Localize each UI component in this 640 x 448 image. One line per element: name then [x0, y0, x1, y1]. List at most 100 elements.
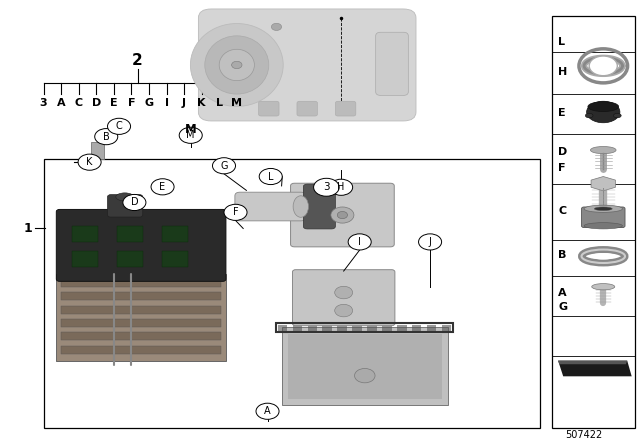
Circle shape: [355, 368, 375, 383]
Text: F: F: [233, 207, 238, 217]
Ellipse shape: [584, 223, 623, 229]
Ellipse shape: [595, 207, 612, 211]
Text: 3: 3: [40, 98, 47, 108]
FancyBboxPatch shape: [297, 101, 317, 116]
Text: C: C: [116, 121, 122, 131]
FancyBboxPatch shape: [198, 9, 416, 121]
Circle shape: [331, 207, 354, 223]
Bar: [61, 292, 221, 300]
Text: G: G: [220, 161, 228, 171]
Bar: [117, 226, 143, 242]
Circle shape: [589, 56, 618, 76]
Text: J: J: [182, 98, 186, 108]
Text: H: H: [337, 182, 345, 192]
Text: D: D: [558, 147, 567, 157]
Bar: [278, 325, 287, 332]
FancyBboxPatch shape: [335, 101, 356, 116]
Ellipse shape: [116, 193, 134, 201]
Ellipse shape: [191, 23, 284, 107]
Text: E: E: [558, 108, 566, 118]
FancyBboxPatch shape: [235, 192, 306, 221]
Circle shape: [123, 194, 146, 211]
Circle shape: [335, 286, 353, 299]
FancyBboxPatch shape: [108, 194, 143, 217]
Text: H: H: [558, 67, 567, 77]
Circle shape: [224, 204, 247, 220]
Bar: [117, 251, 143, 267]
Bar: [61, 319, 221, 327]
Bar: [162, 226, 188, 242]
Circle shape: [271, 23, 282, 30]
Text: A: A: [57, 98, 65, 108]
Text: F: F: [558, 163, 566, 173]
Bar: [44, 159, 540, 428]
Text: D: D: [131, 198, 138, 207]
Text: K: K: [197, 98, 206, 108]
Text: E: E: [159, 182, 166, 192]
Text: A: A: [558, 289, 566, 298]
Circle shape: [419, 234, 442, 250]
Ellipse shape: [586, 113, 593, 118]
Circle shape: [151, 179, 174, 195]
Text: 2: 2: [132, 53, 143, 68]
Bar: [72, 226, 98, 242]
Text: M: M: [185, 122, 196, 136]
Text: L: L: [268, 172, 273, 181]
Bar: [382, 325, 392, 332]
Bar: [397, 325, 406, 332]
Text: G: G: [558, 302, 567, 312]
Circle shape: [108, 118, 131, 134]
Bar: [352, 325, 362, 332]
FancyBboxPatch shape: [582, 207, 625, 228]
Bar: [337, 325, 347, 332]
Circle shape: [348, 234, 371, 250]
Text: I: I: [164, 98, 168, 108]
FancyBboxPatch shape: [291, 183, 394, 247]
Bar: [61, 332, 221, 340]
Bar: [276, 323, 453, 332]
FancyBboxPatch shape: [303, 184, 335, 229]
Ellipse shape: [591, 253, 616, 259]
Text: D: D: [92, 98, 101, 108]
Bar: [308, 325, 317, 332]
Ellipse shape: [614, 113, 621, 118]
Circle shape: [78, 154, 101, 170]
FancyBboxPatch shape: [292, 270, 395, 326]
Circle shape: [314, 178, 339, 196]
Ellipse shape: [584, 205, 623, 212]
Ellipse shape: [591, 146, 616, 154]
FancyBboxPatch shape: [376, 32, 408, 95]
Text: A: A: [264, 406, 271, 416]
Circle shape: [256, 403, 279, 419]
Circle shape: [179, 127, 202, 143]
Ellipse shape: [592, 284, 615, 290]
Circle shape: [335, 304, 353, 317]
Text: M: M: [186, 130, 195, 140]
Text: 507422: 507422: [565, 431, 602, 440]
Ellipse shape: [205, 36, 269, 94]
Bar: [61, 279, 221, 287]
Polygon shape: [558, 361, 627, 364]
Text: 3: 3: [323, 182, 330, 192]
Text: B: B: [103, 132, 109, 142]
Ellipse shape: [587, 101, 620, 123]
Bar: [442, 325, 451, 332]
Ellipse shape: [588, 102, 619, 112]
Bar: [367, 325, 377, 332]
Bar: [292, 325, 302, 332]
FancyBboxPatch shape: [282, 327, 448, 405]
Bar: [552, 16, 635, 428]
Text: K: K: [86, 157, 93, 167]
Ellipse shape: [219, 49, 255, 81]
Text: M: M: [231, 98, 243, 108]
Text: F: F: [127, 98, 135, 108]
Text: J: J: [429, 237, 431, 247]
Bar: [427, 325, 436, 332]
Bar: [323, 325, 332, 332]
Text: I: I: [358, 237, 361, 247]
Polygon shape: [558, 361, 632, 376]
Bar: [91, 142, 104, 159]
Circle shape: [337, 211, 348, 219]
Circle shape: [212, 158, 236, 174]
Text: C: C: [558, 207, 566, 216]
